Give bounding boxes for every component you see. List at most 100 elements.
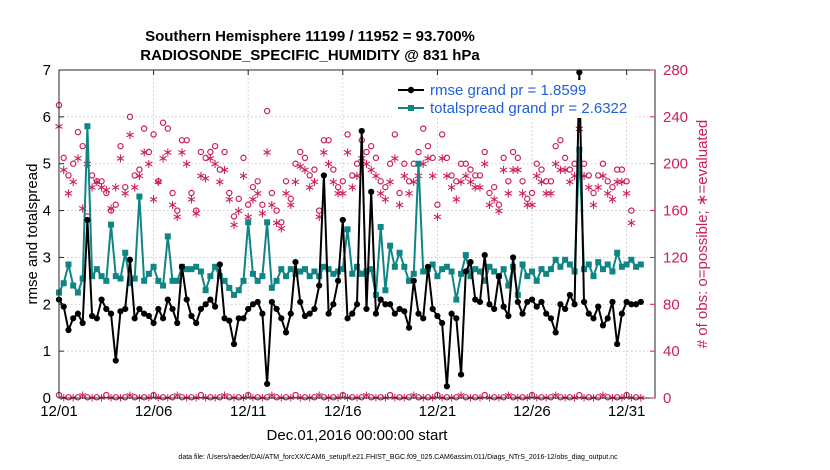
- x-tick-label: 12/31: [608, 403, 646, 420]
- rmse-point: [585, 310, 592, 317]
- evaluated-point: ∗: [262, 146, 273, 161]
- evaluated-point: ∗: [385, 175, 396, 190]
- y-right-tick-label: 160: [663, 203, 688, 220]
- possible-point: [424, 142, 432, 150]
- evaluated-point: ∗: [560, 163, 571, 178]
- obs-low-marker: ∗: [484, 390, 494, 404]
- rmse-point: [623, 298, 630, 306]
- evaluated-point: ∗: [418, 157, 429, 172]
- totalspread-point: [216, 273, 223, 280]
- chart-title: Southern Hemisphere 11199 / 11952 = 93.7…: [145, 28, 475, 45]
- rmse-point: [122, 305, 129, 313]
- evaluated-point: ∗: [408, 175, 419, 190]
- evaluated-point: ∗: [247, 192, 258, 207]
- rmse-point: [538, 298, 545, 306]
- possible-point: [363, 148, 370, 156]
- totalspread-point: [65, 261, 72, 268]
- evaluated-point: ∗: [304, 181, 315, 196]
- evaluated-point: ∗: [276, 222, 287, 237]
- evaluated-point: ∗: [96, 181, 107, 196]
- rmse-point: [486, 301, 493, 308]
- legend: rmse grand pr = 1.8599 totalspread grand…: [395, 80, 635, 118]
- rmse-point: [126, 256, 134, 263]
- evaluated-point: ∗: [375, 187, 386, 202]
- possible-point: [547, 178, 555, 185]
- totalspread-point: [443, 263, 450, 270]
- rmse-point: [481, 251, 488, 259]
- possible-point: [235, 195, 242, 203]
- evaluated-point: ∗: [380, 192, 391, 207]
- evaluated-point: ∗: [124, 128, 135, 143]
- obs-low-marker: ∗: [201, 390, 211, 404]
- y-axis-label: rmse and totalspread: [24, 164, 41, 305]
- obs-low-marker: [500, 394, 507, 401]
- obs-low-marker: [84, 394, 91, 401]
- y-tick-label: 4: [43, 203, 51, 220]
- totalspread-point: [79, 275, 86, 282]
- rmse-point: [358, 127, 365, 135]
- rmse-point: [155, 305, 162, 313]
- obs-low-marker: [330, 394, 337, 401]
- evaluated-point: ∗: [290, 175, 301, 190]
- obs-low-marker: ∗: [513, 390, 523, 404]
- totalspread-point: [122, 249, 129, 256]
- possible-point: [292, 160, 299, 167]
- obs-low-marker: [538, 394, 545, 401]
- evaluated-point: ∗: [541, 187, 552, 202]
- totalspread-point: [297, 268, 304, 275]
- possible-point: [514, 154, 522, 162]
- x-tick-label: 12/26: [513, 403, 551, 420]
- evaluated-point: ∗: [285, 198, 296, 213]
- obs-low-marker: ∗: [68, 390, 78, 404]
- evaluated-point: ∗: [574, 122, 585, 137]
- possible-point: [509, 148, 517, 156]
- totalspread-point: [491, 268, 498, 275]
- rmse-point: [509, 254, 517, 261]
- obs-low-marker: ∗: [87, 390, 97, 404]
- rmse-point: [131, 315, 138, 322]
- obs-low-marker: [282, 394, 290, 401]
- evaluated-point: ∗: [427, 169, 438, 184]
- obs-low-marker: ∗: [390, 390, 400, 404]
- rmse-point: [178, 263, 186, 270]
- x-axis-label: Dec.01,2016 00:00:00 start: [267, 427, 449, 444]
- rmse-point: [420, 315, 427, 322]
- obs-low-marker: ∗: [59, 390, 69, 404]
- rmse-point: [70, 315, 77, 322]
- totalspread-point: [273, 277, 280, 284]
- possible-point: [443, 154, 451, 162]
- possible-point: [524, 195, 531, 203]
- rmse-point: [216, 261, 223, 268]
- obs-low-marker: [396, 394, 403, 401]
- totalspread-point: [467, 273, 474, 280]
- obs-low-marker: ∗: [78, 388, 88, 402]
- totalspread-point: [155, 277, 162, 284]
- possible-point: [391, 131, 399, 138]
- totalspread-point: [98, 273, 105, 280]
- totalspread-point: [538, 266, 545, 273]
- rmse-point: [415, 310, 422, 317]
- rmse-point: [169, 305, 176, 313]
- rmse-point: [604, 315, 611, 322]
- obs-low-marker: [169, 394, 176, 401]
- x-tick-label: 12/01: [40, 403, 78, 420]
- evaluated-point: ∗: [139, 146, 150, 161]
- evaluated-point: ∗: [602, 187, 613, 202]
- evaluated-point: ∗: [337, 187, 348, 202]
- rmse-point: [387, 301, 394, 308]
- evaluated-point: ∗: [148, 192, 159, 207]
- obs-low-marker: ∗: [380, 390, 390, 404]
- totalspread-point: [576, 146, 583, 153]
- evaluated-point: ∗: [441, 169, 452, 184]
- totalspread-point: [292, 270, 299, 277]
- possible-point: [263, 107, 271, 115]
- possible-point: [60, 154, 67, 162]
- totalspread-point: [164, 233, 171, 240]
- possible-point: [140, 125, 148, 132]
- obs-low-marker: [93, 394, 101, 401]
- rmse-point: [316, 282, 323, 289]
- possible-point: [79, 142, 86, 150]
- obs-low-marker: ∗: [115, 390, 125, 404]
- rmse-point: [197, 305, 205, 313]
- totalspread-point: [325, 266, 332, 273]
